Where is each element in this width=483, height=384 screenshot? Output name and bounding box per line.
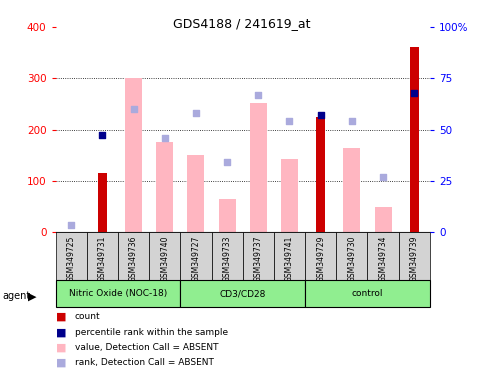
Text: percentile rank within the sample: percentile rank within the sample — [75, 328, 228, 337]
Text: GSM349741: GSM349741 — [285, 236, 294, 282]
Point — [161, 135, 169, 141]
Text: GSM349729: GSM349729 — [316, 236, 325, 282]
Point — [223, 159, 231, 166]
Point — [255, 92, 262, 98]
Point — [317, 112, 325, 118]
Point — [411, 89, 418, 96]
Text: GSM349725: GSM349725 — [67, 236, 76, 282]
Bar — [368, 232, 398, 280]
Bar — [336, 232, 368, 280]
Bar — [56, 232, 87, 280]
Bar — [98, 173, 107, 232]
Bar — [343, 147, 360, 232]
Text: control: control — [352, 289, 383, 298]
Bar — [242, 232, 274, 280]
Text: GSM349740: GSM349740 — [160, 236, 169, 282]
Point — [348, 118, 356, 124]
Bar — [274, 232, 305, 280]
Text: GSM349730: GSM349730 — [347, 236, 356, 282]
Text: Nitric Oxide (NOC-18): Nitric Oxide (NOC-18) — [69, 289, 167, 298]
Bar — [316, 117, 325, 232]
Text: value, Detection Call = ABSENT: value, Detection Call = ABSENT — [75, 343, 218, 352]
Point — [192, 110, 200, 116]
Bar — [305, 232, 336, 280]
Text: GSM349737: GSM349737 — [254, 236, 263, 282]
Bar — [212, 232, 242, 280]
Text: CD3/CD28: CD3/CD28 — [219, 289, 266, 298]
Text: GSM349734: GSM349734 — [379, 236, 387, 282]
Bar — [374, 207, 392, 232]
Bar — [156, 142, 173, 232]
Point — [129, 106, 137, 112]
Text: agent: agent — [2, 291, 30, 301]
Point — [99, 132, 106, 138]
Bar — [281, 159, 298, 232]
Text: rank, Detection Call = ABSENT: rank, Detection Call = ABSENT — [75, 358, 214, 367]
Text: GDS4188 / 241619_at: GDS4188 / 241619_at — [173, 17, 310, 30]
Bar — [305, 280, 430, 307]
Point — [67, 222, 75, 228]
Bar — [180, 280, 305, 307]
Text: GSM349739: GSM349739 — [410, 236, 419, 282]
Bar — [56, 280, 180, 307]
Bar — [149, 232, 180, 280]
Bar — [118, 232, 149, 280]
Text: ■: ■ — [56, 343, 66, 353]
Text: GSM349731: GSM349731 — [98, 236, 107, 282]
Bar — [125, 78, 142, 232]
Text: GSM349727: GSM349727 — [191, 236, 200, 282]
Text: ■: ■ — [56, 358, 66, 368]
Bar — [410, 47, 419, 232]
Text: count: count — [75, 312, 100, 321]
Text: ■: ■ — [56, 312, 66, 322]
Bar — [218, 199, 236, 232]
Text: GSM349733: GSM349733 — [223, 236, 232, 282]
Point — [285, 118, 293, 124]
Point — [379, 174, 387, 180]
Bar — [398, 232, 430, 280]
Text: GSM349736: GSM349736 — [129, 236, 138, 282]
Bar — [87, 232, 118, 280]
Bar — [250, 103, 267, 232]
Text: ▶: ▶ — [28, 291, 37, 301]
Text: ■: ■ — [56, 327, 66, 337]
Bar — [187, 155, 204, 232]
Bar — [180, 232, 212, 280]
